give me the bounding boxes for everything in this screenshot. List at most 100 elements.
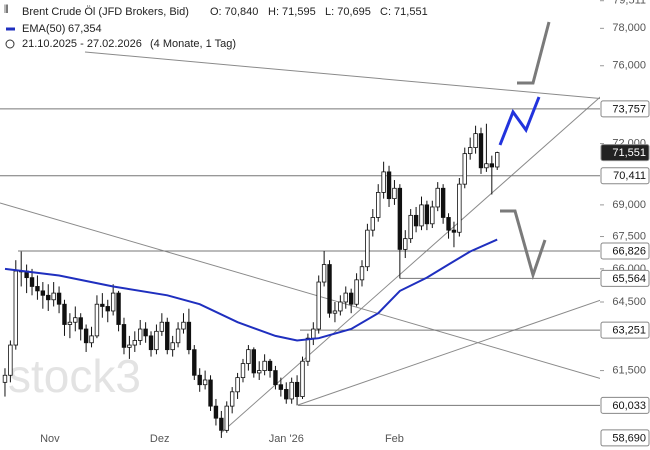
candle-body — [446, 217, 451, 231]
candle-body — [435, 187, 440, 208]
ohlc-close: C: 71,551 — [380, 6, 428, 18]
candle-body — [278, 384, 284, 390]
candle-body — [354, 279, 359, 305]
candle-body — [321, 264, 327, 283]
candle-body — [170, 342, 175, 351]
projection-up — [517, 21, 551, 85]
candle-body — [484, 163, 489, 169]
trend-line — [297, 282, 650, 406]
trend-line — [84, 51, 650, 104]
trend-line — [220, 59, 643, 434]
candle-body — [413, 214, 419, 227]
candle-body — [397, 187, 403, 250]
clock-icon — [5, 39, 15, 49]
ohlc-high: H: 71,595 — [268, 6, 316, 18]
candle-body — [376, 192, 381, 218]
candle-body — [294, 381, 300, 397]
axis-bg — [600, 0, 650, 450]
candle-body — [121, 324, 127, 348]
candle-body — [13, 270, 18, 346]
level-label: 60,033 — [612, 400, 646, 412]
candle-body — [219, 417, 224, 431]
candle-body — [51, 292, 56, 301]
candle-body — [284, 389, 289, 400]
candle-body — [165, 321, 170, 351]
date-range: 21.10.2025 - 27.02.2026 — [22, 38, 142, 50]
candle-body — [246, 349, 251, 364]
ohlc-open: O: 70,840 — [210, 6, 258, 18]
ohlc-low: L: 70,695 — [325, 6, 371, 18]
candle-body — [40, 290, 46, 296]
candle-body — [273, 370, 278, 386]
candle-body — [143, 328, 148, 337]
candle-body — [138, 328, 143, 341]
candle-body — [478, 133, 484, 169]
candle-body — [46, 294, 51, 301]
candle-body — [235, 377, 240, 393]
candle-body — [159, 321, 165, 332]
candle-body — [251, 349, 257, 374]
x-tick-label: Nov — [40, 433, 60, 445]
y-tick-label: 79,511 — [613, 0, 646, 7]
level-box — [600, 167, 650, 185]
candle-body — [419, 204, 424, 227]
level-box — [600, 242, 650, 260]
candle-body — [105, 306, 110, 312]
candle-body — [262, 360, 267, 371]
trend-line — [0, 202, 650, 394]
candle-body — [56, 292, 62, 305]
candle-body — [208, 379, 213, 407]
projections — [498, 21, 551, 281]
projection-down — [500, 209, 547, 281]
y-tick-label: 61,500 — [612, 364, 646, 376]
legend: ⫴ Brent Crude Öl (JFD Brokers, Bid) O: 7… — [4, 4, 428, 50]
y-tick-label: 67,500 — [612, 230, 646, 242]
candle-body — [83, 328, 89, 344]
trend-lines — [0, 51, 650, 434]
candle-body — [462, 153, 467, 185]
watermark: stock3 — [8, 350, 141, 402]
candle-body — [311, 328, 316, 339]
candle-body — [300, 360, 305, 397]
level-box — [600, 144, 650, 162]
candle-body — [94, 303, 100, 337]
level-label: 73,757 — [612, 103, 646, 115]
candle-body — [213, 405, 219, 419]
candle-body — [305, 337, 311, 362]
candle-body — [229, 391, 235, 407]
candle-body — [473, 133, 478, 149]
y-tick-label: 76,000 — [612, 60, 646, 72]
candle-body — [430, 206, 435, 225]
level-label: 66,826 — [612, 245, 646, 257]
candle-body — [327, 264, 332, 314]
candle-body — [381, 171, 386, 193]
title: Brent Crude Öl (JFD Brokers, Bid) — [22, 6, 189, 18]
level-label: 71,551 — [612, 147, 646, 159]
y-tick-label: 78,000 — [612, 22, 646, 34]
candle-body — [175, 328, 181, 344]
candle-body — [348, 292, 354, 305]
level-label: 58,690 — [612, 432, 646, 444]
level-box — [600, 429, 650, 447]
level-box — [600, 321, 650, 339]
candle-body — [289, 381, 294, 400]
candle-body — [316, 281, 321, 330]
candle-body — [67, 321, 73, 325]
y-tick-label: 69,000 — [612, 199, 646, 211]
candle-body — [181, 321, 186, 330]
legend-value: 67,354 — [68, 23, 102, 35]
candle-body — [257, 370, 262, 374]
candle-body — [192, 349, 197, 376]
candle-body — [89, 335, 94, 344]
level-label: 70,411 — [613, 170, 646, 182]
candle-body — [186, 321, 192, 351]
legend-label: EMA(50) — [22, 23, 65, 35]
legend-bg — [0, 0, 330, 50]
candle-body — [267, 360, 273, 371]
candle-body — [457, 183, 462, 233]
candle-body — [403, 238, 408, 250]
candle-body — [332, 310, 338, 314]
candle-body — [132, 340, 137, 346]
candle-body — [408, 214, 413, 240]
candle-body — [224, 405, 229, 431]
